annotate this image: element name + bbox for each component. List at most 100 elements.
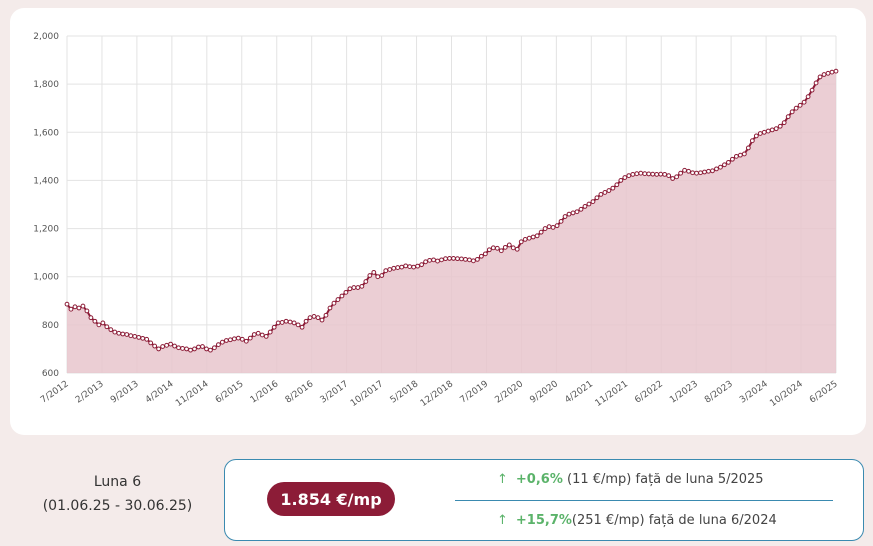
- data-point: [618, 178, 624, 183]
- data-point: [327, 305, 333, 311]
- data-point: [602, 190, 608, 195]
- data-point: [785, 114, 791, 120]
- data-point: [662, 172, 668, 177]
- data-point: [311, 314, 317, 319]
- data-point: [371, 269, 377, 275]
- data-point: [801, 99, 807, 105]
- data-point: [443, 256, 448, 262]
- change-reference: față de luna 6/2024: [644, 513, 777, 528]
- data-point: [196, 344, 201, 350]
- data-point: [574, 209, 580, 215]
- data-point: [263, 334, 269, 339]
- data-point: [821, 72, 827, 77]
- data-point: [654, 172, 660, 177]
- data-point: [239, 336, 245, 342]
- x-tick-label: 5/2018: [389, 379, 421, 406]
- data-point: [813, 80, 819, 86]
- data-point: [463, 256, 468, 262]
- data-point: [642, 171, 648, 177]
- data-point: [227, 337, 233, 343]
- data-point: [315, 315, 321, 321]
- data-point: [514, 246, 520, 252]
- data-point: [132, 334, 138, 339]
- data-point: [590, 199, 596, 205]
- data-point: [431, 257, 436, 263]
- data-point: [451, 256, 456, 261]
- data-point: [805, 94, 811, 100]
- data-point: [674, 174, 680, 180]
- y-tick-label: 1,000: [33, 273, 59, 283]
- data-point: [375, 274, 381, 280]
- data-point: [439, 257, 444, 263]
- x-tick-label: 4/2014: [144, 379, 176, 406]
- data-point: [435, 258, 440, 264]
- data-point: [247, 335, 253, 341]
- data-point: [478, 253, 484, 259]
- x-tick-label: 6/2015: [214, 379, 246, 405]
- data-point: [100, 320, 106, 326]
- data-point: [128, 333, 134, 339]
- change-percent: +0,6%: [515, 472, 563, 487]
- data-point: [522, 237, 528, 242]
- data-point: [773, 126, 779, 132]
- data-point: [733, 153, 739, 159]
- data-point: [714, 166, 719, 172]
- data-point: [486, 247, 492, 253]
- data-point: [447, 256, 452, 261]
- data-point: [152, 343, 158, 349]
- y-tick-label: 1,800: [33, 80, 59, 90]
- data-point: [622, 175, 628, 180]
- data-point: [112, 329, 118, 335]
- data-point: [598, 191, 604, 197]
- data-point: [686, 168, 691, 174]
- x-tick-label: 1/2023: [668, 379, 700, 405]
- data-point: [399, 264, 405, 270]
- y-tick-label: 2,000: [33, 32, 59, 42]
- data-point: [188, 347, 193, 353]
- data-point: [271, 324, 277, 330]
- data-point: [650, 171, 656, 177]
- data-point: [351, 285, 357, 290]
- data-point: [467, 257, 472, 263]
- data-point: [570, 210, 576, 216]
- data-point: [200, 344, 205, 349]
- data-point: [120, 331, 126, 337]
- y-tick-label: 1,600: [33, 128, 59, 138]
- data-point: [303, 318, 309, 324]
- data-point: [730, 156, 735, 162]
- x-tick-label: 10/2024: [768, 379, 805, 409]
- change-monthly: ↑ +0,6% (11 €/mp) față de luna 5/2025: [497, 472, 764, 487]
- x-tick-label: 6/2025: [808, 379, 840, 405]
- data-point: [116, 330, 122, 336]
- data-point: [124, 332, 130, 337]
- data-point: [383, 268, 389, 274]
- x-tick-label: 4/2021: [563, 379, 595, 405]
- data-point: [275, 320, 281, 326]
- data-point: [558, 218, 564, 224]
- data-point: [586, 201, 592, 207]
- x-tick-label: 9/2020: [528, 379, 560, 406]
- data-point: [231, 336, 237, 342]
- x-tick-label: 2/2013: [74, 379, 106, 405]
- price-area-fill: [67, 71, 836, 373]
- divider: [455, 500, 833, 501]
- data-point: [638, 170, 644, 176]
- data-point: [96, 322, 102, 328]
- data-point: [391, 265, 397, 271]
- data-point: [68, 306, 74, 312]
- data-point: [219, 339, 225, 345]
- data-point: [546, 224, 552, 230]
- data-point: [761, 129, 767, 135]
- x-tick-label: 2/2020: [493, 379, 525, 406]
- data-point: [455, 256, 460, 262]
- data-point: [789, 109, 795, 115]
- data-point: [323, 312, 329, 318]
- data-point: [104, 324, 110, 330]
- x-tick-label: 1/2016: [249, 379, 281, 406]
- data-point: [347, 286, 353, 292]
- data-point: [367, 273, 373, 278]
- data-point: [84, 308, 90, 314]
- data-point: [251, 332, 257, 337]
- data-point: [379, 273, 385, 278]
